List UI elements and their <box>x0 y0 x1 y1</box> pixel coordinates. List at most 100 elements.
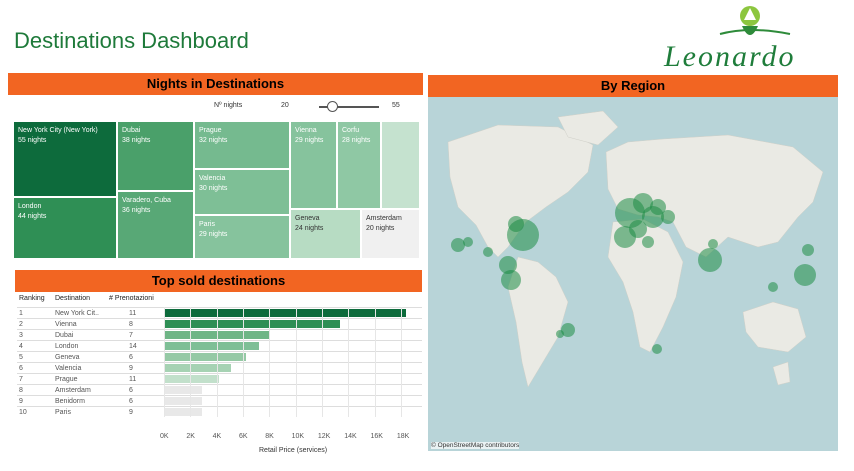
gridline <box>190 307 192 417</box>
tile-value: 20 nights <box>366 225 395 232</box>
nights-header: Nights in Destinations <box>8 73 423 95</box>
tile-name: Prague <box>199 127 222 134</box>
slider-max: 55 <box>392 102 400 109</box>
land <box>447 110 824 388</box>
gridline <box>374 307 376 417</box>
bar[interactable] <box>164 386 203 394</box>
world-map[interactable]: © OpenStreetMap contributors <box>428 97 838 451</box>
row-count: 11 <box>129 310 137 317</box>
col-ranking: Ranking <box>19 295 45 302</box>
row-rank: 2 <box>19 321 23 328</box>
table-row[interactable]: 3 Dubai 7 <box>17 329 422 340</box>
treemap-tile[interactable]: Corfu 28 nights <box>337 121 381 209</box>
x-tick-label: 4K <box>212 433 222 440</box>
row-destination: Prague <box>55 376 78 383</box>
row-rank: 7 <box>19 376 23 383</box>
slider-thumb[interactable] <box>327 101 338 112</box>
row-destination: Geneva <box>55 354 80 361</box>
treemap-tile[interactable]: Varadero, Cuba 36 nights <box>117 191 194 259</box>
tile-name: Paris <box>199 221 215 228</box>
row-destination: Benidorm <box>55 398 85 405</box>
tile-name: London <box>18 203 42 210</box>
tile-name: Vienna <box>295 127 317 134</box>
tile-value: 55 nights <box>18 137 47 144</box>
gridline <box>164 307 165 417</box>
gridline <box>321 307 323 417</box>
region-markers <box>451 193 816 354</box>
tile-value: 38 nights <box>122 137 151 144</box>
treemap-tile[interactable]: Valencia 30 nights <box>194 169 290 215</box>
x-axis-title: Retail Price (services) <box>259 447 328 454</box>
bar[interactable] <box>164 397 203 405</box>
table-row[interactable]: 6 Valencia 9 <box>17 362 422 373</box>
bar[interactable] <box>164 408 203 416</box>
treemap-tile[interactable]: New York City (New York) 55 nights <box>13 121 117 197</box>
leonardo-logo-icon <box>719 6 791 35</box>
treemap-tile[interactable] <box>381 121 420 209</box>
tile-name: New York City (New York) <box>18 127 98 134</box>
col-destination: Destination <box>55 295 91 302</box>
row-rank: 4 <box>19 343 23 350</box>
table-row[interactable]: 2 Vienna 8 <box>17 318 422 329</box>
row-count: 6 <box>129 398 133 405</box>
table-row[interactable]: 1 New York Cit.. 11 <box>17 307 422 318</box>
x-tick-label: 2K <box>186 433 195 440</box>
row-count: 9 <box>129 409 133 416</box>
table-row[interactable]: 5 Geneva 6 <box>17 351 422 362</box>
tile-name: Dubai <box>122 127 141 134</box>
tile-value: 29 nights <box>199 231 228 238</box>
table-row[interactable]: 10 Paris 9 <box>17 406 422 417</box>
row-destination: New York Cit.. <box>55 310 99 317</box>
row-destination: Amsterdam <box>55 387 91 394</box>
table-row[interactable]: 4 London 14 <box>17 340 422 351</box>
row-rank: 6 <box>19 365 23 372</box>
table-row[interactable]: 9 Benidorm 6 <box>17 395 422 406</box>
map-svg[interactable] <box>428 97 838 451</box>
treemap-tile[interactable]: Prague 32 nights <box>194 121 290 169</box>
bar[interactable] <box>164 342 259 350</box>
region-header: By Region <box>428 75 838 97</box>
tile-value: 30 nights <box>199 185 228 192</box>
bar[interactable] <box>164 364 232 372</box>
bar[interactable] <box>164 309 407 317</box>
row-destination: Dubai <box>55 332 74 339</box>
row-count: 6 <box>129 354 133 361</box>
treemap-tile[interactable]: Dubai 38 nights <box>117 121 194 191</box>
gridline <box>348 307 350 417</box>
row-destination: London <box>55 343 79 350</box>
bar[interactable] <box>164 353 246 361</box>
top-sold-table: Ranking Destination # Prenotazioni 1 New … <box>17 295 422 455</box>
x-tick-label: 12K <box>317 433 331 440</box>
map-credit: © OpenStreetMap contributors <box>431 442 520 449</box>
gridline <box>242 307 244 417</box>
x-tick-label: 14K <box>344 433 357 440</box>
x-tick-label: 6K <box>238 433 248 440</box>
slider-label: Nº nights <box>214 102 243 109</box>
row-count: 14 <box>129 343 137 350</box>
treemap-tile[interactable]: Vienna 29 nights <box>290 121 337 209</box>
treemap-tile[interactable]: Paris 29 nights <box>194 215 290 259</box>
table-row[interactable]: 8 Amsterdam 6 <box>17 384 422 395</box>
bar[interactable] <box>164 320 341 328</box>
tile-value: 36 nights <box>122 207 151 214</box>
row-rank: 1 <box>19 310 23 317</box>
treemap-tile[interactable]: Geneva 24 nights <box>290 209 361 259</box>
gridline <box>269 307 271 417</box>
tile-value: 44 nights <box>18 213 47 220</box>
treemap-tile[interactable]: Amsterdam 20 nights <box>361 209 420 259</box>
tile-name: Varadero, Cuba <box>122 197 171 204</box>
nights-slider[interactable]: Nº nights 20 55 <box>214 100 414 114</box>
bar[interactable] <box>164 375 220 383</box>
row-rank: 10 <box>19 409 27 416</box>
treemap-tile[interactable]: London 44 nights <box>13 197 117 259</box>
row-destination: Paris <box>55 409 71 416</box>
tile-value: 24 nights <box>295 225 324 232</box>
slider-track[interactable] <box>319 106 379 108</box>
page-title: Destinations Dashboard <box>14 28 249 53</box>
x-tick-label: 0K <box>160 433 169 440</box>
row-count: 8 <box>129 321 133 328</box>
sold-header: Top sold destinations <box>15 270 422 292</box>
table-row[interactable]: 7 Prague 11 <box>17 373 422 384</box>
row-count: 9 <box>129 365 133 372</box>
x-tick-label: 10K <box>291 433 305 440</box>
